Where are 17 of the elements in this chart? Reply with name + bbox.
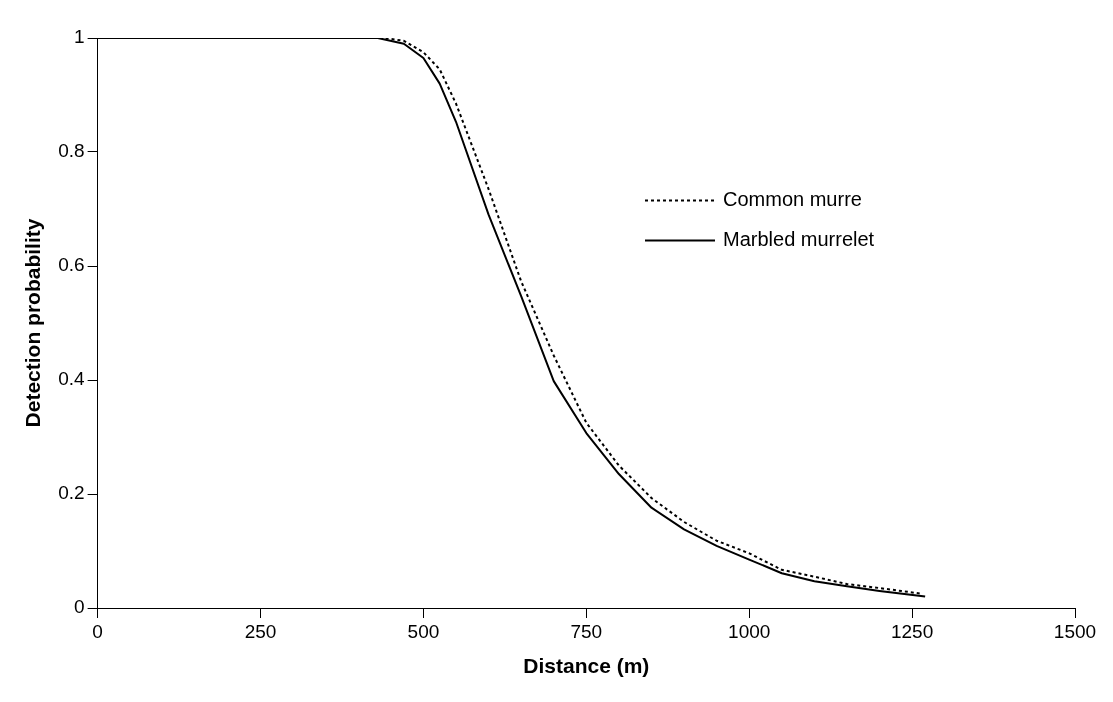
- y-tick-label: 0: [74, 596, 85, 618]
- x-tick-label: 1500: [1053, 620, 1097, 642]
- y-tick-label: 0.4: [58, 368, 86, 390]
- legend-label: Common murre: [723, 188, 862, 211]
- x-axis-title: Distance (m): [523, 654, 650, 678]
- y-tick-label: 0.8: [58, 140, 85, 162]
- x-tick-label: 500: [407, 620, 440, 642]
- y-tick-label: 0.2: [58, 482, 85, 504]
- x-tick-label: 250: [244, 620, 277, 642]
- y-tick-label: 1: [74, 26, 85, 48]
- x-tick-label: 1250: [890, 620, 934, 642]
- y-axis-title: Detection probability: [21, 218, 45, 428]
- x-tick-label: 0: [92, 620, 103, 642]
- y-tick-label: 0.6: [58, 254, 85, 276]
- x-tick-label: 1000: [728, 620, 771, 642]
- x-tick-label: 750: [570, 620, 603, 642]
- legend-label: Marbled murrelet: [723, 228, 875, 251]
